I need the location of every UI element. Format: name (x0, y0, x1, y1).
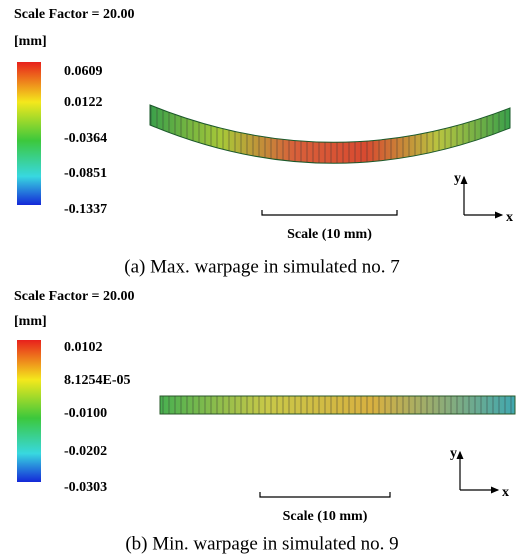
colorbar-label: -0.0364 (64, 131, 107, 146)
colorbar-label: -0.0202 (64, 444, 107, 459)
axis-x-label: x (506, 210, 513, 225)
scale-factor: Scale Factor = 20.00 (14, 7, 134, 22)
colorbar-label: -0.0100 (64, 406, 107, 421)
scale-bar (262, 210, 397, 215)
colorbar (17, 340, 41, 482)
colorbar-label: -0.0303 (64, 480, 107, 495)
colorbar (17, 62, 41, 205)
figure: Scale Factor = 20.00 [mm] 0.0609 0.0122 -0.0… (0, 0, 520, 560)
scale-bar (260, 492, 390, 497)
axis-x-label: x (502, 485, 509, 500)
colorbar-label: -0.0851 (64, 166, 107, 181)
scale-bar-label: Scale (10 mm) (283, 509, 368, 524)
axis-y-label: y (450, 446, 457, 461)
unit-label: [mm] (14, 314, 47, 329)
colorbar-label: 8.1254E-05 (64, 373, 131, 388)
colorbar-label: -0.1337 (64, 202, 107, 217)
colorbar-label: 0.0102 (64, 340, 103, 355)
colorbar-label: 0.0122 (64, 95, 103, 110)
caption: (a) Max. warpage in simulated no. 7 (124, 256, 399, 277)
scale-bar-label: Scale (10 mm) (287, 227, 372, 242)
caption: (b) Min. warpage in simulated no. 9 (125, 533, 398, 554)
warped-part-a (150, 105, 510, 163)
warped-part-b (160, 396, 515, 414)
unit-label: [mm] (14, 34, 47, 49)
colorbar-label: 0.0609 (64, 64, 103, 79)
axis-y-label: y (454, 171, 461, 186)
scale-factor: Scale Factor = 20.00 (14, 289, 134, 304)
